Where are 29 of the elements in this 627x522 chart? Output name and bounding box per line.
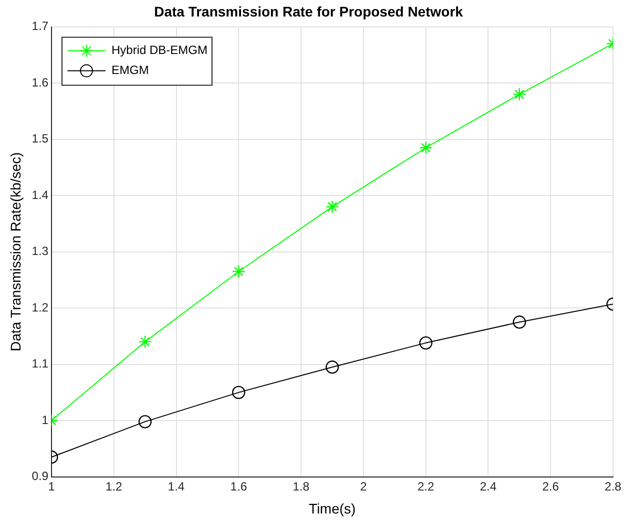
y-tick-label: 1 — [42, 412, 49, 427]
x-tick-label: 2.6 — [542, 479, 560, 494]
y-tick-label: 1.1 — [32, 356, 49, 371]
x-tick-label: 1.6 — [230, 479, 248, 494]
point — [419, 141, 432, 154]
x-tick-label: 2.2 — [417, 479, 434, 494]
y-tick-label: 1.7 — [32, 19, 49, 34]
point — [326, 360, 339, 374]
y-tick-label: 1.5 — [32, 132, 49, 146]
x-axis-title: Time(s) — [308, 500, 356, 516]
y-axis-title: Data Transmission Rate(kb/sec) — [7, 152, 24, 352]
point — [232, 264, 246, 278]
x-tick-label: 2.8 — [604, 479, 622, 494]
point — [232, 386, 246, 400]
y-tick-label: 0.9 — [32, 469, 49, 484]
legend-label: EMGM — [111, 63, 149, 78]
x-tick-label: 2.4 — [480, 479, 497, 494]
x-tick-label: 1.2 — [106, 479, 123, 494]
y-tick-label: 1.3 — [32, 244, 49, 258]
chart-title: Data Transmission Rate for Proposed Network — [154, 3, 464, 20]
x-tick-label: 1.8 — [292, 479, 310, 494]
y-tick-label: 1.4 — [32, 188, 49, 202]
point — [419, 336, 432, 350]
x-tick-label: 2 — [360, 479, 368, 494]
legend-label: Hybrid DB-EMGM — [111, 43, 208, 58]
x-tick-label: 1.4 — [168, 479, 185, 494]
point — [326, 200, 339, 214]
y-tick-label: 1.6 — [32, 75, 49, 90]
y-tick-label: 1.2 — [32, 300, 49, 314]
